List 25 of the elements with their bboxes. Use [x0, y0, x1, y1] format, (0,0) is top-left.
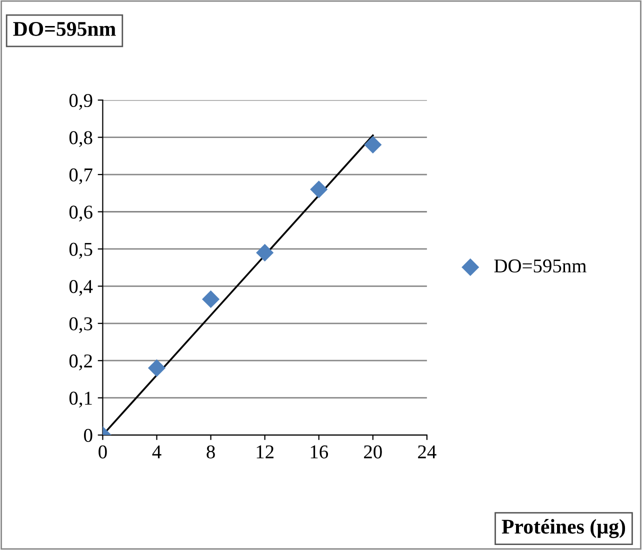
- x-tick-label: 12: [256, 445, 274, 458]
- y-tick-label: 0,6: [69, 206, 92, 222]
- x-tick-label: 16: [310, 445, 328, 458]
- y-tick-label: 0,3: [69, 317, 92, 334]
- y-tick-label: 0,5: [69, 242, 92, 259]
- x-tick-label: 24: [418, 445, 436, 458]
- x-tick-label: 8: [206, 445, 215, 458]
- y-axis-title: DO=595nm: [13, 22, 116, 36]
- point: [148, 359, 166, 377]
- x-axis-title: Protéines (µg): [502, 519, 626, 538]
- point: [364, 136, 382, 154]
- y-tick-label: 0,7: [69, 168, 92, 184]
- point: [256, 244, 274, 262]
- y-tick-label: 0,1: [69, 392, 92, 408]
- y-tick-label: 0,8: [69, 131, 92, 148]
- point: [310, 180, 328, 198]
- x-tick-label: 0: [98, 445, 107, 458]
- y-tick-label: 0,2: [69, 354, 92, 370]
- x-tick-label: 20: [364, 445, 382, 458]
- point: [202, 290, 220, 308]
- y-tick-label: 0: [84, 428, 92, 442]
- y-tick-label: 0,9: [69, 94, 92, 110]
- legend-label: DO=595nm: [494, 259, 586, 272]
- y-tick-label: 0,4: [69, 280, 93, 296]
- x-tick-label: 4: [152, 445, 162, 458]
